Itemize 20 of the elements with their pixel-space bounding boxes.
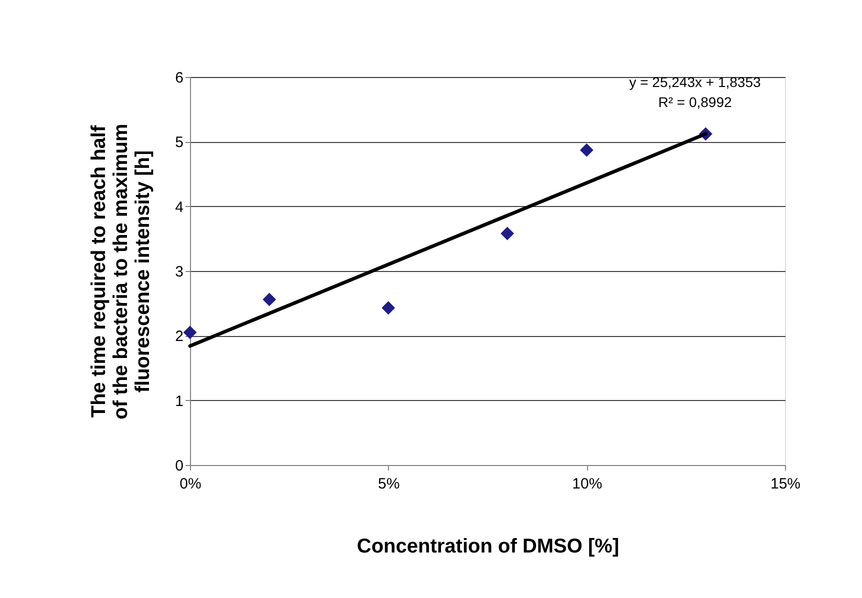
x-tick-label: 10% xyxy=(572,476,602,492)
y-tick-label: 0 xyxy=(175,458,184,474)
point xyxy=(183,326,197,340)
y-tick-label: 1 xyxy=(175,392,184,410)
x-tick-label: 15% xyxy=(770,476,801,492)
x-tick-label: 5% xyxy=(378,476,400,492)
point xyxy=(580,143,594,157)
point xyxy=(500,226,514,240)
y-tick-label: 5 xyxy=(175,134,184,152)
y-tick-label: 3 xyxy=(175,264,184,280)
y-tick-label: 4 xyxy=(175,198,184,216)
annotation: R² = 0,8992 xyxy=(658,94,732,110)
y-tick-label: 6 xyxy=(175,70,184,86)
point xyxy=(382,301,396,315)
y-tick-label: 2 xyxy=(175,328,184,346)
annotation: y = 25,243x + 1,8353 xyxy=(629,74,761,90)
x-axis-title: Concentration of DMSO [%] xyxy=(356,536,620,558)
x-tick-label: 0% xyxy=(180,476,202,492)
point xyxy=(262,292,276,306)
y-axis-title: The time required to reach half of the bacteria to the maximum fluorescence intensity [h] xyxy=(88,124,154,420)
